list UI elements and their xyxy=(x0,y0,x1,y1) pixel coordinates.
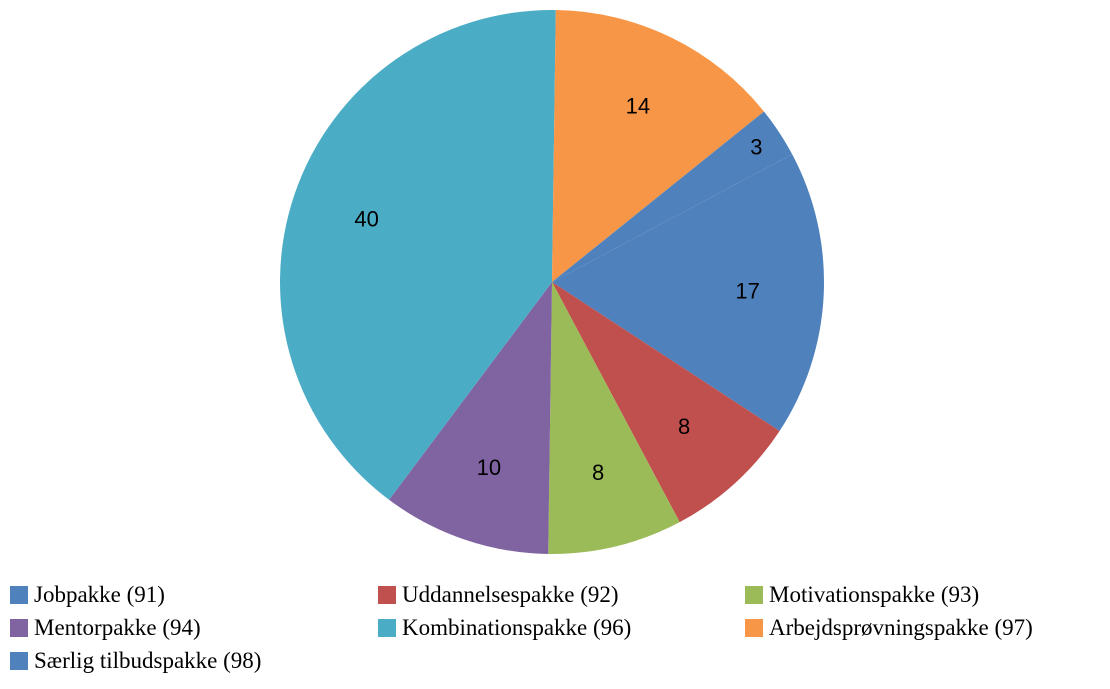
data-label-2: 8 xyxy=(678,414,690,439)
pie-slice-4 xyxy=(389,282,552,554)
pie-slice-1 xyxy=(552,154,825,431)
pie-slice-3 xyxy=(548,282,680,554)
legend-label: Mentorpakke (94) xyxy=(34,615,201,640)
pie-slices xyxy=(280,10,825,554)
legend-label: Motivationspakke (93) xyxy=(769,582,980,607)
legend-item-3: Motivationspakke (93) xyxy=(745,582,979,608)
pie-data-labels: 17 8 8 10 40 14 3 xyxy=(354,94,762,485)
legend-label: Jobpakke (91) xyxy=(34,582,165,607)
pie-slice-6 xyxy=(552,10,764,283)
data-label-6: 14 xyxy=(626,94,650,119)
legend-item-5: Kombinationspakke (96) xyxy=(378,615,631,641)
legend-item-4: Mentorpakke (94) xyxy=(10,615,201,641)
legend-swatch xyxy=(745,619,763,637)
legend-swatch xyxy=(10,652,28,670)
legend-swatch xyxy=(378,619,396,637)
legend-item-6: Arbejdsprøvningspakke (97) xyxy=(745,615,1033,641)
legend-swatch xyxy=(10,619,28,637)
data-label-4: 10 xyxy=(477,455,501,480)
legend-item-1: Jobpakke (91) xyxy=(10,582,165,608)
legend-swatch xyxy=(378,586,396,604)
legend-label: Uddannelsespakke (92) xyxy=(402,582,619,607)
legend-item-2: Uddannelsespakke (92) xyxy=(378,582,619,608)
data-label-7: 3 xyxy=(750,135,762,160)
data-label-5: 40 xyxy=(354,206,378,231)
legend-item-7: Særlig tilbudspakke (98) xyxy=(10,648,261,674)
data-label-3: 8 xyxy=(592,460,604,485)
legend-label: Kombinationspakke (96) xyxy=(402,615,632,640)
legend-label: Særlig tilbudspakke (98) xyxy=(34,648,262,673)
legend-swatch xyxy=(745,586,763,604)
pie-chart: 17 8 8 10 40 14 3 xyxy=(280,10,825,554)
legend-swatch xyxy=(10,586,28,604)
data-label-1: 17 xyxy=(735,278,759,303)
pie-slice-5 xyxy=(280,10,556,500)
pie-slice-2 xyxy=(552,282,780,523)
legend-label: Arbejdsprøvningspakke (97) xyxy=(769,615,1033,640)
pie-slice-7 xyxy=(552,111,793,282)
